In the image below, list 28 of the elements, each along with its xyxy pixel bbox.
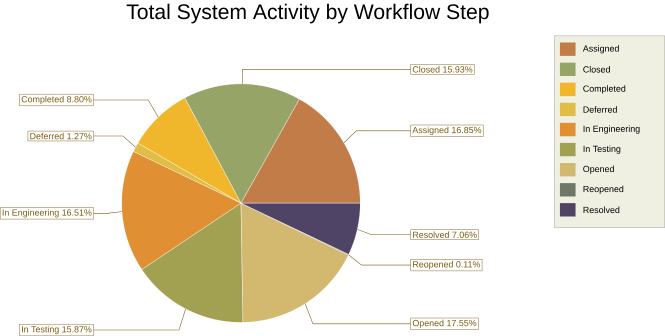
chart-title: Total System Activity by Workflow Step bbox=[126, 4, 489, 24]
legend-label: In Testing bbox=[584, 145, 620, 154]
legend-label: Opened bbox=[583, 166, 614, 174]
legend-label: Reopened bbox=[584, 186, 624, 194]
slice-label: Closed bbox=[412, 66, 440, 73]
legend-label: Closed bbox=[583, 66, 610, 73]
legend-label: Completed bbox=[583, 85, 626, 94]
data-label: 16.85% bbox=[452, 126, 482, 134]
data-label: 0.11% bbox=[456, 261, 480, 268]
slice-label: In Engineering bbox=[2, 209, 59, 218]
legend-label: Assigned bbox=[582, 45, 619, 54]
slice-label: Reopened bbox=[413, 260, 453, 270]
data-label: 8.80% bbox=[67, 96, 92, 102]
slice-label: Opened bbox=[412, 320, 444, 328]
legend-label: In Engineering bbox=[584, 125, 640, 134]
slice-label: Resolved bbox=[413, 231, 449, 238]
data-label: 15.93% bbox=[443, 66, 472, 73]
data-label: 1.27% bbox=[67, 132, 92, 140]
data-label: 7.06% bbox=[452, 232, 477, 238]
legend-label: Resolved bbox=[584, 206, 620, 214]
slice-label: Assigned bbox=[412, 126, 448, 135]
slice-label: Deferred bbox=[30, 132, 64, 140]
data-label: 16.51% bbox=[62, 209, 92, 216]
slice-label: Completed bbox=[22, 96, 64, 104]
data-label: 15.87% bbox=[62, 326, 92, 332]
data-label: 17.55% bbox=[447, 320, 476, 326]
legend-label: Deferred bbox=[584, 106, 617, 113]
slice-label: In Testing bbox=[22, 326, 59, 334]
